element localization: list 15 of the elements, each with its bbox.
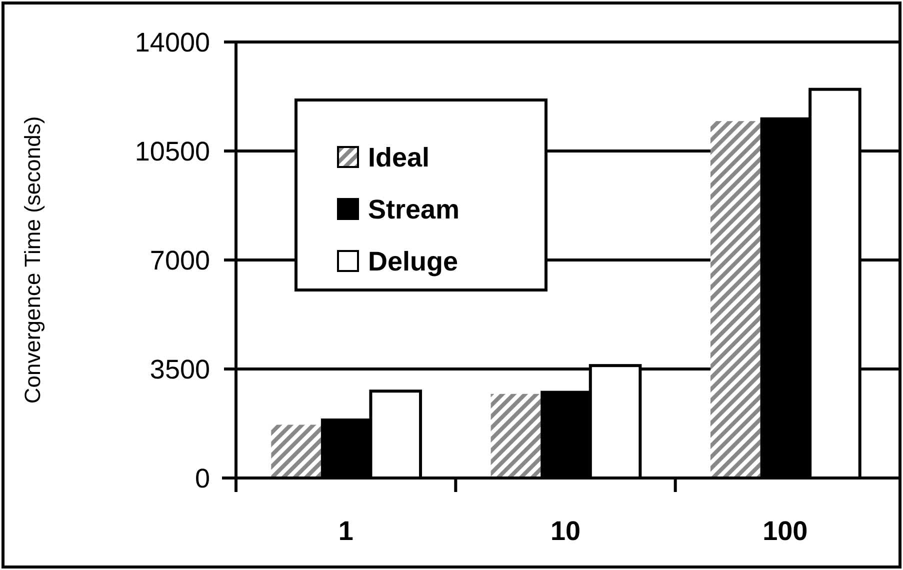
y-tick-label: 14000	[134, 27, 210, 58]
y-tick-label: 0	[194, 463, 210, 494]
x-tick-label: 1	[338, 516, 354, 546]
bar	[271, 424, 321, 478]
legend-label: Stream	[368, 194, 460, 224]
bar	[710, 121, 760, 478]
x-tick-label: 100	[762, 516, 808, 546]
x-tick-label: 10	[550, 516, 581, 546]
y-tick-label: 7000	[150, 245, 210, 276]
legend-label: Deluge	[368, 246, 458, 276]
y-tick-label: 10500	[134, 136, 210, 166]
y-axis-title: Convergence Time (seconds)	[20, 116, 45, 404]
legend-label: Ideal	[368, 142, 430, 172]
bar	[490, 394, 541, 478]
y-tick-label: 3500	[150, 354, 210, 384]
